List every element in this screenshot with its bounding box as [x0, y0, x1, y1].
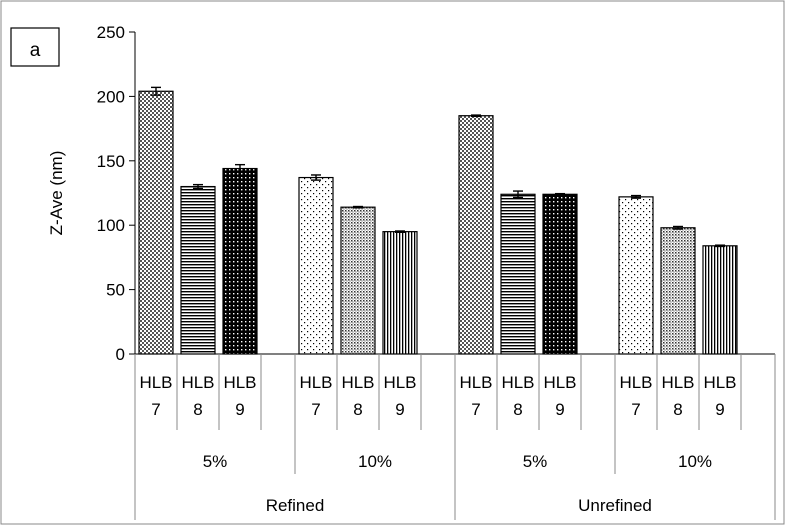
concentration-label: 5%	[203, 452, 228, 471]
x-tick-label-line2: 7	[471, 400, 480, 419]
x-tick-label-line1: HLB	[341, 373, 374, 392]
concentration-label: 10%	[358, 452, 392, 471]
y-tick-label: 0	[116, 345, 125, 364]
x-tick-label-line1: HLB	[223, 373, 256, 392]
x-tick-label-line2: 8	[193, 400, 202, 419]
bar	[660, 227, 696, 355]
x-tick-label-line1: HLB	[619, 373, 652, 392]
bar	[180, 185, 216, 355]
x-tick-label-line1: HLB	[661, 373, 694, 392]
y-axis: 0 50 100 150 200 250	[97, 23, 136, 364]
x-tick-label-line1: HLB	[703, 373, 736, 392]
x-axis-category-table: HLB 7 HLB 8 HLB 9 5% HLB 7 HLB 8 HLB 9 10% HLB 7 HLB 8 HLB…	[134, 353, 776, 520]
x-tick-label-line1: HLB	[139, 373, 172, 392]
x-tick-label-line2: 9	[555, 400, 564, 419]
x-tick-label-line2: 8	[353, 400, 362, 419]
x-tick-label-line1: HLB	[501, 373, 534, 392]
panel-label-box	[10, 27, 60, 67]
bar	[500, 193, 536, 355]
y-axis-label: Z-Ave (nm)	[47, 151, 66, 236]
bar	[340, 206, 376, 355]
x-tick-label-line1: HLB	[181, 373, 214, 392]
concentration-label: 5%	[523, 452, 548, 471]
x-tick-label-line1: HLB	[459, 373, 492, 392]
x-tick-label-line2: 7	[311, 400, 320, 419]
bar	[138, 90, 174, 355]
bar	[618, 196, 654, 355]
y-tick-label: 250	[97, 23, 125, 42]
x-tick-label-line2: 8	[513, 400, 522, 419]
x-tick-label-line1: HLB	[543, 373, 576, 392]
x-tick-label-line1: HLB	[299, 373, 332, 392]
panel-label: a	[30, 40, 41, 61]
y-tick-label: 200	[97, 87, 125, 106]
x-tick-label-line2: 7	[631, 400, 640, 419]
bar	[702, 245, 738, 355]
x-tick-label-line1: HLB	[383, 373, 416, 392]
x-tick-label-line2: 8	[673, 400, 682, 419]
bar	[298, 176, 334, 355]
x-tick-label-line2: 9	[715, 400, 724, 419]
concentration-label: 10%	[678, 452, 712, 471]
x-tick-label-line2: 9	[235, 400, 244, 419]
oil-type-label: Unrefined	[578, 496, 652, 515]
x-tick-label-line2: 9	[395, 400, 404, 419]
oil-type-label: Refined	[266, 496, 325, 515]
bar	[382, 231, 418, 355]
bar	[458, 115, 494, 355]
y-tick-label: 150	[97, 152, 125, 171]
y-tick-label: 100	[97, 216, 125, 235]
y-tick-label: 50	[106, 281, 125, 300]
bars-layer	[138, 86, 738, 355]
bar	[222, 167, 258, 355]
x-tick-label-line2: 7	[151, 400, 160, 419]
bar	[542, 193, 578, 355]
